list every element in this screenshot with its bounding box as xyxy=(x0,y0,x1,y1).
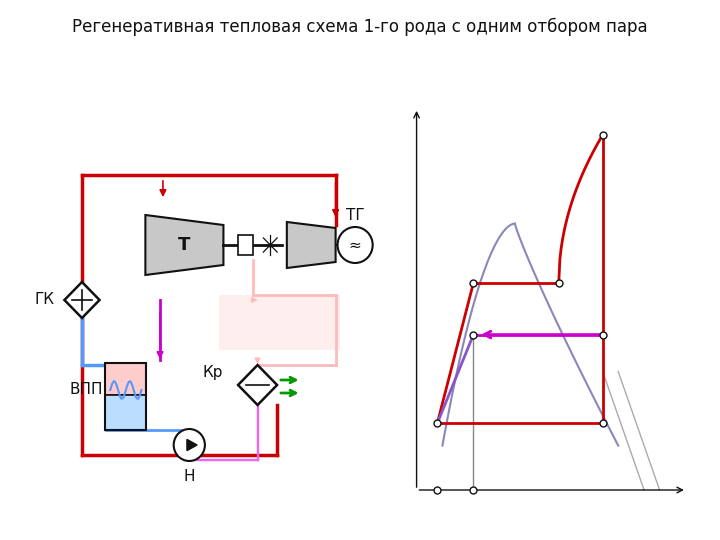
Circle shape xyxy=(338,227,373,263)
Circle shape xyxy=(174,429,205,461)
Bar xyxy=(105,363,146,395)
Text: Регенеративная тепловая схема 1-го рода с одним отбором пара: Регенеративная тепловая схема 1-го рода … xyxy=(72,18,648,36)
Bar xyxy=(238,235,253,255)
Text: Н: Н xyxy=(184,469,195,484)
Polygon shape xyxy=(238,365,277,405)
Text: ГК: ГК xyxy=(35,293,55,307)
Polygon shape xyxy=(145,215,223,275)
Bar xyxy=(219,295,341,350)
Text: Кр: Кр xyxy=(203,366,223,381)
Text: ВПП: ВПП xyxy=(70,382,104,397)
Bar xyxy=(105,363,146,430)
Text: ≈: ≈ xyxy=(348,238,361,253)
Polygon shape xyxy=(187,440,197,450)
Text: ТГ: ТГ xyxy=(346,207,364,222)
Bar xyxy=(105,395,146,430)
Polygon shape xyxy=(287,222,336,268)
Text: Т: Т xyxy=(179,236,191,254)
Polygon shape xyxy=(64,282,99,318)
